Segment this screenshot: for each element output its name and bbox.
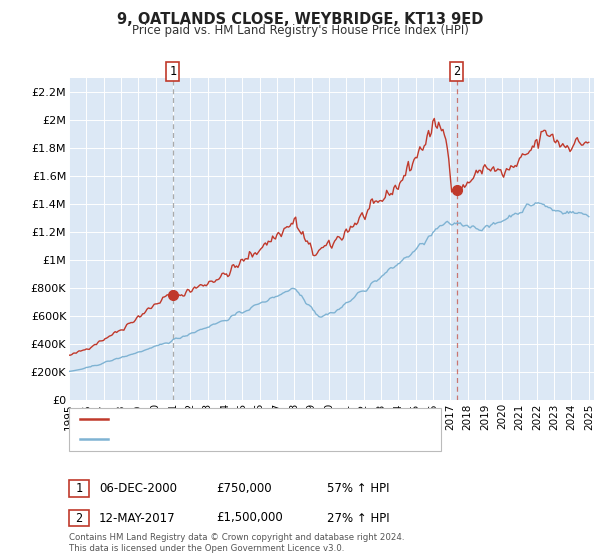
Text: 9, OATLANDS CLOSE, WEYBRIDGE, KT13 9ED (detached house): 9, OATLANDS CLOSE, WEYBRIDGE, KT13 9ED (… [112, 414, 440, 424]
Text: 27% ↑ HPI: 27% ↑ HPI [327, 511, 389, 525]
Text: 1: 1 [169, 66, 176, 78]
Text: This data is licensed under the Open Government Licence v3.0.: This data is licensed under the Open Gov… [69, 544, 344, 553]
Text: 12-MAY-2017: 12-MAY-2017 [99, 511, 176, 525]
Text: 1: 1 [76, 482, 82, 495]
Text: 57% ↑ HPI: 57% ↑ HPI [327, 482, 389, 495]
Text: HPI: Average price, detached house, Elmbridge: HPI: Average price, detached house, Elmb… [112, 434, 358, 444]
Text: £750,000: £750,000 [216, 482, 272, 495]
Text: 9, OATLANDS CLOSE, WEYBRIDGE, KT13 9ED: 9, OATLANDS CLOSE, WEYBRIDGE, KT13 9ED [117, 12, 483, 27]
Text: 06-DEC-2000: 06-DEC-2000 [99, 482, 177, 495]
Text: Contains HM Land Registry data © Crown copyright and database right 2024.: Contains HM Land Registry data © Crown c… [69, 533, 404, 542]
Text: 2: 2 [76, 511, 82, 525]
Text: Price paid vs. HM Land Registry's House Price Index (HPI): Price paid vs. HM Land Registry's House … [131, 24, 469, 37]
Text: £1,500,000: £1,500,000 [216, 511, 283, 525]
Text: 2: 2 [453, 66, 460, 78]
